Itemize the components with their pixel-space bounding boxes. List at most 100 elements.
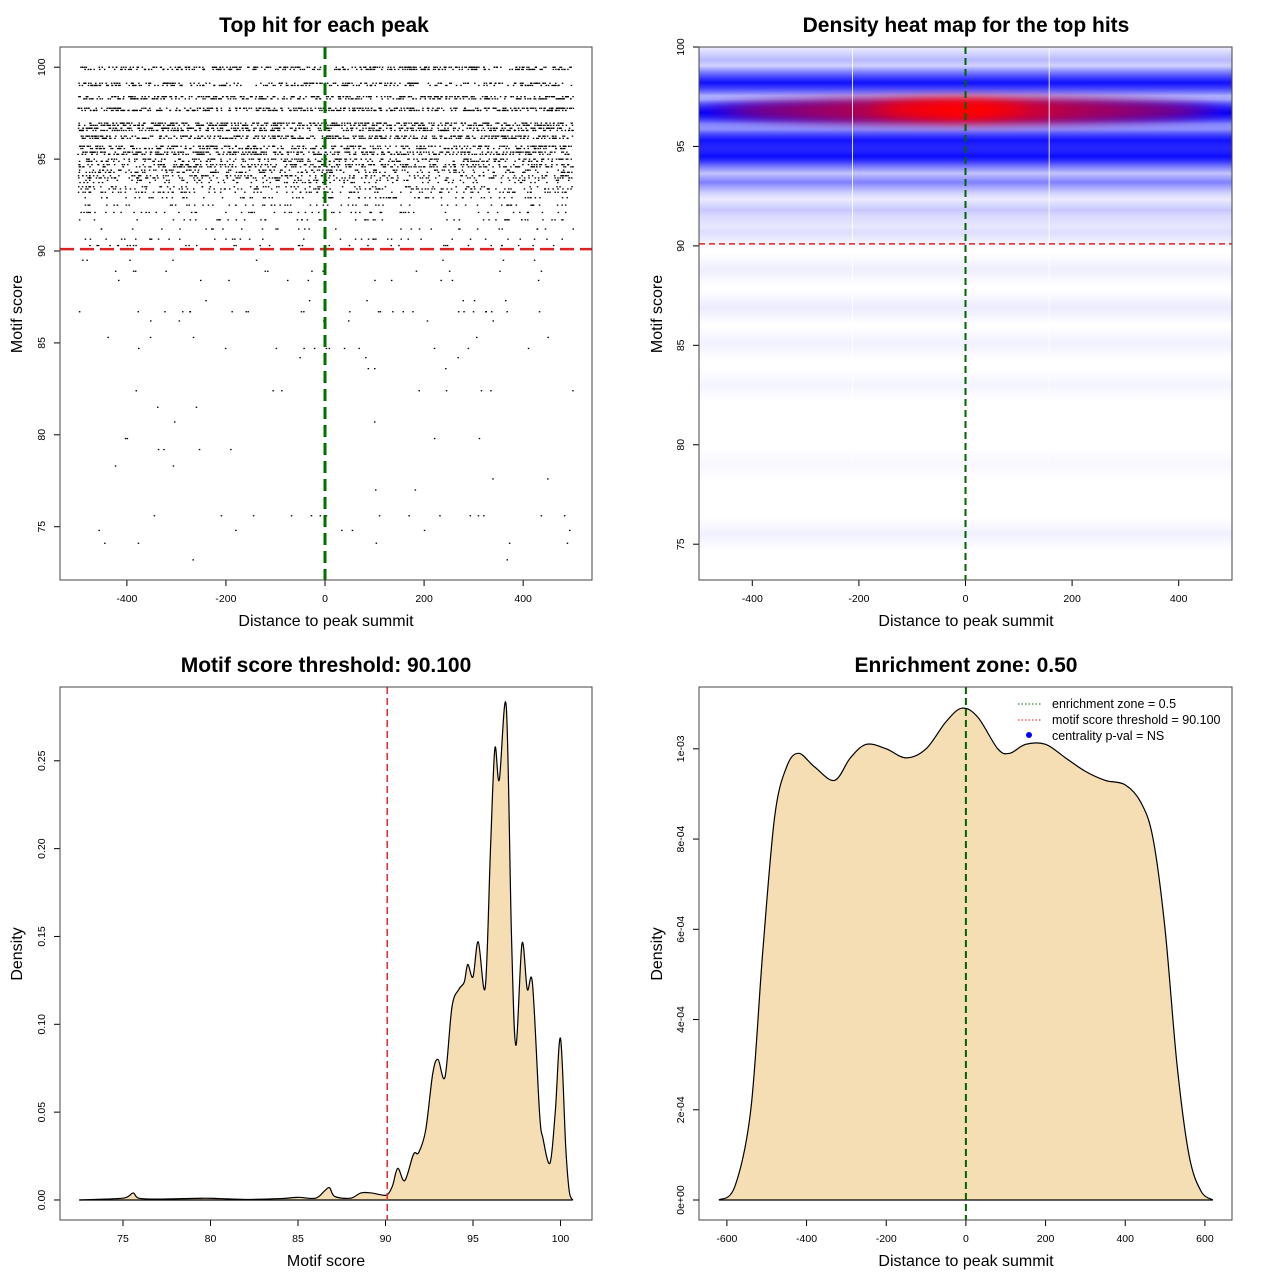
data-point [423, 96, 426, 98]
data-point [559, 186, 561, 188]
data-point [224, 166, 227, 168]
data-point [298, 228, 300, 230]
data-point [400, 238, 402, 240]
data-point [174, 127, 176, 129]
data-point [206, 96, 208, 98]
data-point [503, 166, 505, 168]
data-point [104, 137, 106, 139]
data-point [283, 98, 286, 100]
data-point [374, 219, 376, 221]
data-point [325, 96, 328, 98]
data-point [135, 171, 138, 173]
data-point [365, 66, 367, 68]
data-point [212, 127, 215, 129]
data-point [567, 171, 570, 173]
data-point [541, 151, 543, 153]
data-point [233, 186, 236, 188]
data-point [344, 84, 347, 87]
data-point [452, 164, 454, 166]
data-point [78, 122, 80, 124]
data-point [406, 107, 408, 109]
data-point [526, 151, 528, 153]
data-point [309, 181, 312, 184]
data-point [256, 122, 258, 124]
data-point [399, 164, 402, 166]
data-point [157, 191, 160, 193]
data-point [194, 129, 196, 132]
data-point [245, 124, 247, 126]
data-point [193, 160, 195, 162]
data-point [326, 171, 328, 173]
data-point [443, 147, 446, 150]
data-point [157, 160, 160, 162]
data-point [358, 96, 361, 98]
data-point [308, 179, 310, 181]
data-point [201, 175, 203, 177]
data-point [186, 164, 189, 166]
data-point [347, 147, 349, 150]
data-point [479, 188, 482, 190]
data-point [566, 197, 568, 199]
data-point [306, 219, 309, 221]
data-point [426, 127, 428, 129]
data-point [470, 158, 472, 160]
data-point [275, 127, 278, 129]
data-point [327, 129, 329, 132]
data-point [517, 166, 520, 168]
data-point [469, 66, 471, 68]
data-point [484, 68, 486, 71]
data-point [572, 129, 574, 132]
data-point [111, 96, 113, 98]
data-point [296, 145, 299, 147]
data-point [235, 129, 238, 132]
data-point [467, 158, 469, 160]
data-point [462, 151, 464, 153]
data-point [285, 175, 288, 177]
data-point [368, 127, 371, 129]
data-point [250, 153, 252, 155]
data-point [186, 204, 188, 206]
data-point [527, 84, 529, 87]
data-point [136, 158, 138, 160]
data-point [145, 177, 147, 179]
data-point [286, 151, 289, 153]
data-point [89, 211, 91, 214]
data-point [433, 124, 435, 126]
data-point [296, 153, 298, 155]
data-point [139, 175, 142, 177]
data-point [431, 127, 433, 129]
data-point [376, 122, 378, 124]
data-point [328, 109, 330, 112]
data-point [350, 166, 352, 168]
data-point [202, 96, 205, 98]
data-point [159, 186, 161, 188]
data-point [390, 166, 392, 168]
data-point [352, 135, 354, 137]
data-point [390, 82, 392, 84]
data-point [454, 96, 456, 98]
data-point [183, 171, 185, 173]
data-point [527, 219, 529, 221]
data-point [553, 66, 556, 68]
data-point [353, 137, 355, 139]
data-point [108, 66, 110, 68]
data-point [527, 109, 529, 112]
data-point [152, 122, 154, 124]
data-point [386, 127, 388, 129]
data-point [126, 122, 128, 124]
data-point [236, 68, 238, 71]
data-point [179, 84, 181, 87]
data-point [532, 107, 535, 109]
data-point [103, 122, 106, 124]
data-point [463, 109, 466, 112]
data-point [265, 84, 267, 87]
data-point [77, 127, 80, 129]
data-point [354, 145, 357, 147]
data-point [564, 166, 567, 168]
data-point [150, 129, 153, 132]
data-point [501, 127, 503, 129]
data-point [134, 171, 136, 173]
data-point [109, 171, 112, 173]
data-point [387, 238, 389, 240]
data-point [567, 158, 569, 160]
